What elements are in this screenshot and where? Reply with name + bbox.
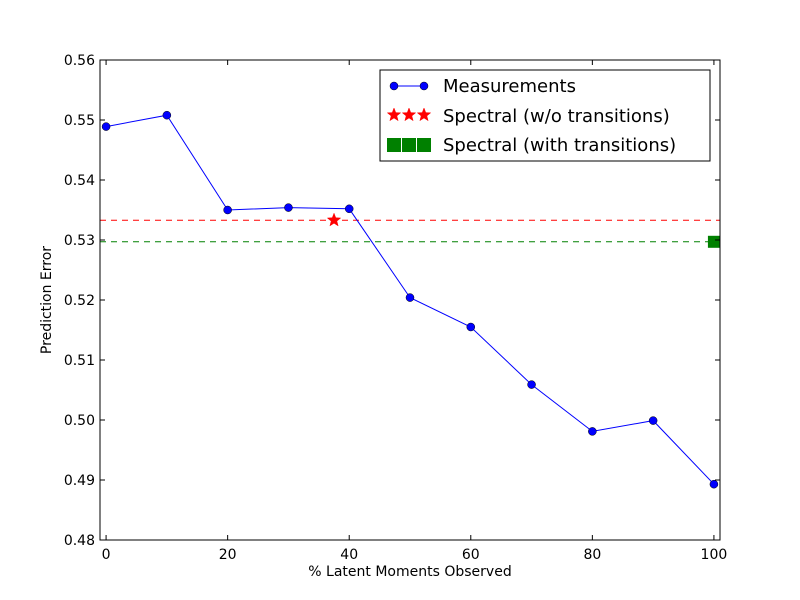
x-tick-label: 60	[462, 547, 480, 563]
y-tick-label: 0.51	[64, 353, 95, 369]
y-axis-label: Prediction Error	[39, 246, 55, 354]
measurement-point	[466, 322, 476, 332]
y-tick-label: 0.54	[64, 173, 95, 189]
x-tick-label: 20	[219, 547, 237, 563]
x-tick-label: 100	[701, 547, 728, 563]
y-tick-label: 0.55	[64, 113, 95, 129]
measurement-point	[405, 293, 415, 302]
measurement-point	[284, 203, 293, 212]
measurement-point	[709, 479, 719, 489]
x-tick-label: 0	[102, 547, 111, 563]
legend-marker-star	[386, 107, 402, 122]
measurement-point	[527, 380, 536, 389]
measurement-point	[344, 204, 354, 214]
x-axis-ticks: 0 20 40 60 80 100	[102, 60, 728, 563]
legend-marker-measurements-1	[389, 81, 399, 91]
legend-marker-square	[402, 138, 416, 152]
x-tick-label: 40	[340, 547, 358, 563]
spectral-with-marker	[707, 235, 720, 248]
reference-lines	[100, 219, 720, 243]
legend-entry-measurements: Measurements	[389, 76, 576, 97]
measurement-point	[588, 427, 597, 436]
measurement-point	[648, 416, 658, 425]
legend-label-spectral-with: Spectral (with transitions)	[443, 135, 676, 156]
measurement-point	[223, 205, 232, 215]
y-tick-label: 0.56	[64, 53, 95, 69]
data-markers	[101, 110, 719, 489]
legend-entry-spectral-without: Spectral (w/o transitions)	[386, 106, 670, 127]
legend-marker-square	[387, 138, 401, 152]
y-tick-label: 0.50	[64, 413, 95, 429]
x-axis-label: % Latent Moments Observed	[308, 564, 511, 580]
y-tick-label: 0.53	[64, 233, 95, 249]
legend: Measurements Spectral (w/o transitions) …	[379, 69, 711, 162]
spectral-without-marker	[326, 212, 342, 227]
legend-marker-star	[401, 107, 417, 122]
y-tick-label: 0.48	[64, 533, 95, 549]
spectral-markers	[326, 212, 720, 248]
legend-label-measurements: Measurements	[443, 76, 576, 97]
measurement-point	[101, 122, 111, 131]
legend-marker-measurements-2	[419, 81, 429, 91]
legend-label-spectral-without: Spectral (w/o transitions)	[443, 106, 670, 127]
y-tick-label: 0.52	[64, 293, 95, 309]
legend-marker-star	[416, 107, 432, 122]
y-axis-ticks: 0.48 0.49 0.50 0.51 0.52 0.53 0.54 0.55 0.56	[64, 53, 720, 549]
measurement-point	[162, 110, 172, 120]
legend-frame	[379, 69, 711, 162]
legend-entry-spectral-with: Spectral (with transitions)	[387, 135, 676, 156]
legend-marker-square	[417, 138, 431, 152]
x-tick-label: 80	[583, 547, 601, 563]
y-tick-label: 0.49	[64, 473, 95, 489]
